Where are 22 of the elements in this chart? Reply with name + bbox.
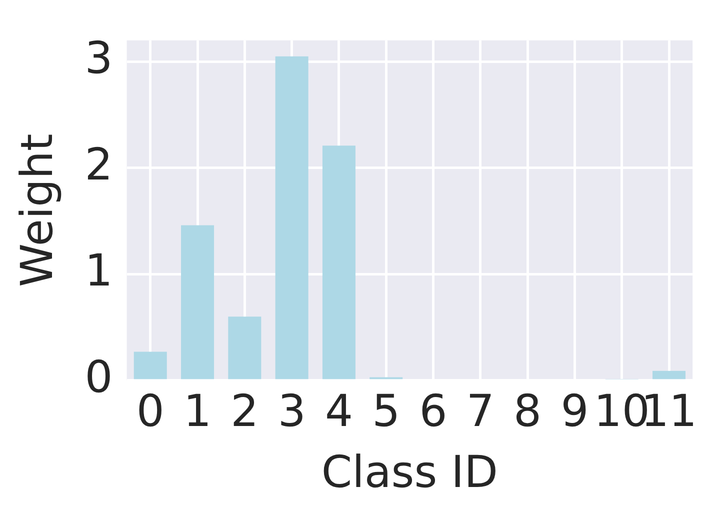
bar <box>228 316 262 380</box>
x-tick-label: 2 <box>230 386 259 438</box>
x-tick-label: 7 <box>466 386 494 438</box>
x-tick-label: 0 <box>136 386 164 438</box>
x-tick-label: 3 <box>278 386 306 438</box>
x-tick-label: 6 <box>419 386 448 438</box>
y-tick-label: 1 <box>84 246 113 297</box>
x-tick-label: 5 <box>372 386 400 438</box>
bar <box>181 225 214 380</box>
x-tick-label: 4 <box>324 386 353 438</box>
x-tick-label: 1 <box>184 386 212 438</box>
y-tick-label: 0 <box>84 352 113 403</box>
bar <box>134 352 167 380</box>
y-tick-label: 3 <box>84 33 113 84</box>
bar <box>322 146 356 380</box>
bar <box>275 56 308 380</box>
y-tick-label: 2 <box>84 139 113 190</box>
x-tick-label: 8 <box>514 386 542 438</box>
x-tick-label: 9 <box>560 386 589 438</box>
bar <box>652 370 686 380</box>
y-axis-title: Weight <box>12 134 63 288</box>
x-axis-title: Class ID <box>321 447 498 498</box>
